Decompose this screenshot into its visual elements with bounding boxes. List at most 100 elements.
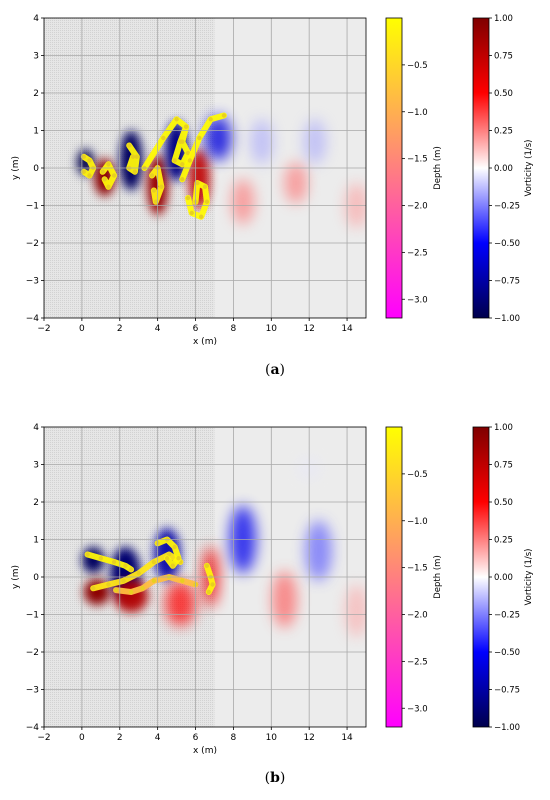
x-tick-label: 12 — [303, 324, 314, 334]
colorbar-tick-label: −1.0 — [407, 108, 428, 118]
particle-4-5 — [172, 158, 177, 163]
particle-1-2 — [111, 173, 117, 178]
particle-1-2 — [121, 578, 126, 583]
y-axis-label: y (m) — [11, 156, 21, 180]
y-tick-label: 2 — [33, 498, 39, 508]
particle-6-4 — [202, 184, 208, 189]
colorbar-gradient — [472, 426, 490, 728]
vortex-9 — [305, 520, 332, 581]
colorbar-tick-label: −0.50 — [494, 648, 520, 658]
colorbar-tick-label: −2.0 — [407, 202, 428, 212]
y-tick-label: −1 — [26, 611, 39, 621]
particle-3-2 — [172, 544, 177, 550]
x-tick-label: 2 — [117, 324, 123, 334]
colorbar-label: Vorticity (1/s) — [524, 140, 534, 197]
particle-6-1 — [189, 210, 194, 216]
colorbar-tick-label: −0.75 — [494, 277, 520, 287]
colorbar-tick-label: −2.5 — [407, 657, 428, 667]
vortex-8 — [272, 571, 297, 628]
y-tick-label: 3 — [33, 52, 39, 62]
colorbar-tick-label: −0.25 — [494, 202, 520, 212]
colorbar-tick-label: 0.00 — [494, 164, 513, 174]
x-axis-label: x (m) — [193, 337, 217, 347]
colorbar-tick-label: −0.50 — [494, 239, 520, 249]
particle-2-2 — [132, 169, 138, 174]
colorbar-tick-label: 0.25 — [494, 536, 513, 546]
particle-3-4 — [170, 563, 175, 568]
particle-3-3 — [153, 199, 158, 204]
particle-0-1 — [98, 556, 104, 561]
y-tick-label: −3 — [26, 686, 39, 696]
particle-4-7 — [185, 150, 191, 156]
particle-4-2 — [210, 582, 215, 587]
particle-track-4 — [203, 562, 216, 595]
particle-2-2 — [140, 586, 145, 591]
particle-1-1 — [106, 582, 111, 587]
x-tick-label: 12 — [303, 733, 314, 743]
x-tick-label: −2 — [37, 324, 50, 334]
particle-3-0 — [149, 173, 155, 178]
x-tick-label: 6 — [193, 324, 199, 334]
colorbar-tick-label: −2.0 — [407, 611, 428, 621]
y-tick-label: −3 — [26, 277, 39, 287]
particle-4-6 — [180, 162, 185, 167]
y-tick-label: 0 — [33, 573, 39, 583]
colorbar-tick-label: 1.00 — [494, 423, 513, 433]
particle-5-2 — [197, 135, 202, 141]
colorbar-tick-label: −0.5 — [407, 470, 428, 480]
y-axis-label: y (m) — [11, 565, 21, 589]
particle-6-0 — [185, 195, 191, 201]
particle-3-3 — [176, 556, 181, 561]
colorbar-gradient — [385, 17, 403, 319]
colorbar-label: Vorticity (1/s) — [524, 549, 534, 606]
vortex-9 — [284, 162, 308, 204]
particle-2-4 — [130, 154, 136, 159]
vortex-7 — [231, 179, 255, 225]
colorbar-tick-label: −1.0 — [407, 517, 428, 527]
colorbar-tick-label: 0.50 — [494, 498, 513, 508]
particle-5-1 — [187, 158, 193, 163]
caption-b-letter: b — [270, 770, 280, 786]
colorbar-gradient — [385, 426, 403, 728]
particle-6-3 — [204, 199, 210, 204]
colorbar-tick-label: 0.50 — [494, 89, 513, 99]
colorbar-tick-label: −1.5 — [407, 155, 428, 165]
vortex-6 — [205, 115, 232, 161]
x-tick-label: 8 — [231, 733, 237, 743]
y-tick-label: 1 — [33, 127, 39, 137]
particle-1-4 — [151, 559, 157, 565]
y-tick-label: 3 — [33, 461, 39, 471]
caption-a: (a) — [0, 362, 550, 378]
caption-b-close: ) — [279, 770, 286, 786]
colorbar-tick-label: 0.00 — [494, 573, 513, 583]
caption-b: (b) — [0, 770, 550, 786]
particle-5-3 — [208, 117, 213, 122]
particle-3-5 — [164, 556, 170, 561]
particle-4-3 — [206, 589, 211, 595]
y-tick-label: −2 — [26, 239, 39, 249]
y-tick-label: 2 — [33, 89, 39, 99]
x-tick-label: 14 — [341, 733, 353, 743]
particle-2-1 — [134, 154, 140, 159]
colorbar-tick-label: −1.00 — [494, 314, 520, 324]
colorbar-tick-label: 0.25 — [494, 127, 513, 137]
particle-6-5 — [195, 180, 200, 186]
colorbar-vorticity: −1.00 −0.75 −0.50 −0.25 0.00 0.25 0.50 0.75 1.00… — [472, 423, 534, 733]
x-tick-label: 0 — [79, 324, 85, 334]
x-tick-label: 8 — [231, 324, 237, 334]
x-tick-label: 14 — [341, 324, 353, 334]
particle-0-3 — [87, 173, 92, 178]
colorbar-label: Depth (m) — [433, 555, 443, 599]
y-tick-label: −1 — [26, 202, 39, 212]
particle-3-4 — [151, 188, 157, 193]
colorbar-vorticity: −1.00 −0.75 −0.50 −0.25 0.00 0.25 0.50 0.75 1.00… — [472, 14, 534, 324]
colorbar-tick-label: −0.5 — [407, 61, 428, 71]
particle-2-3 — [151, 578, 157, 583]
y-tick-label: 4 — [33, 14, 39, 24]
particle-0-2 — [111, 559, 117, 565]
particle-1-0 — [91, 586, 96, 591]
x-tick-label: 10 — [266, 324, 278, 334]
colorbar-tick-label: −1.5 — [407, 564, 428, 574]
